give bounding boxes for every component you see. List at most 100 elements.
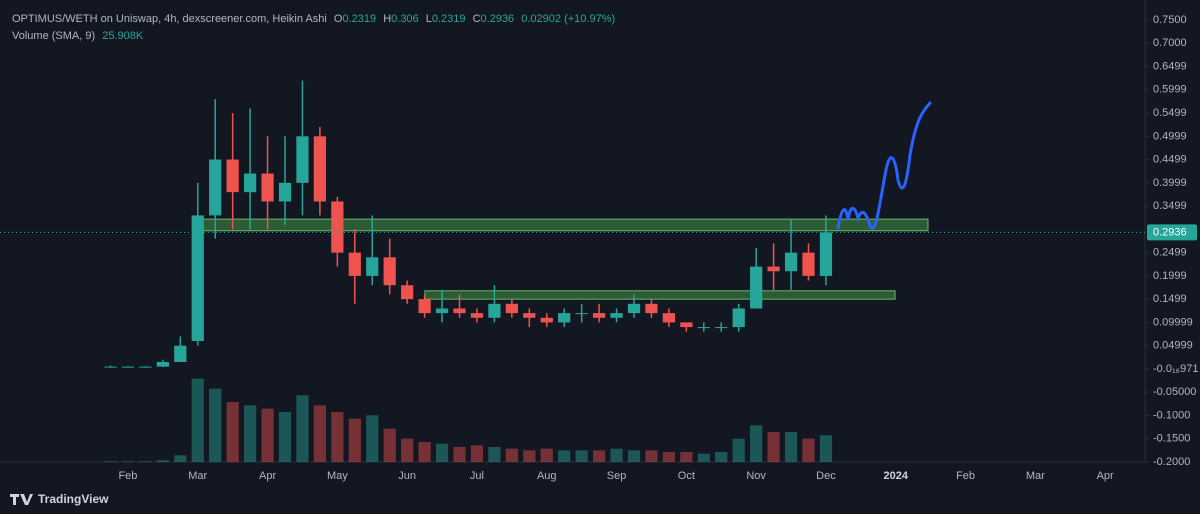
- plot-area: [0, 80, 1145, 462]
- x-tick-label: Dec: [816, 470, 836, 482]
- y-tick-label: 0.5499: [1153, 107, 1187, 119]
- candle-body: [383, 257, 396, 286]
- candle-body: [121, 366, 135, 368]
- volume-sma: 25.908K: [102, 30, 144, 42]
- volume-bar: [819, 435, 833, 462]
- y-tick-label: 0.3499: [1153, 200, 1187, 212]
- y-tick-label: 0.4499: [1153, 154, 1187, 166]
- x-tick-label: May: [327, 470, 348, 482]
- ohlc-change: 0.02902 (+10.97%): [521, 13, 615, 25]
- x-tick-label: Apr: [1097, 470, 1114, 482]
- ohlc-value: 0.2319: [432, 13, 466, 25]
- volume-bar: [488, 447, 501, 462]
- candle-body: [697, 327, 710, 329]
- volume-bar: [191, 378, 204, 462]
- candle-body: [662, 313, 676, 323]
- y-tick-label: 0.7500: [1153, 14, 1187, 26]
- candle-body: [592, 313, 606, 318]
- candle-body: [784, 252, 798, 272]
- candle-body: [680, 322, 693, 328]
- x-tick-label: Mar: [1026, 470, 1045, 482]
- candle-body: [645, 303, 658, 314]
- ohlc-label: C: [473, 13, 481, 25]
- volume-bar: [627, 450, 641, 462]
- candle-body: [715, 327, 728, 329]
- candle-body: [505, 303, 518, 314]
- candle-body: [470, 313, 484, 318]
- x-tick-label: Jul: [470, 470, 484, 482]
- drawn-projection: [836, 101, 932, 230]
- volume-bar: [697, 453, 710, 462]
- volume-bar: [558, 450, 571, 462]
- x-tick-label: Feb: [118, 470, 137, 482]
- candle-body: [802, 252, 815, 276]
- volume-bar: [121, 461, 135, 462]
- candle-body: [627, 303, 641, 314]
- volume-bar: [680, 452, 693, 462]
- candle-body: [226, 159, 239, 193]
- volume-bar: [505, 448, 518, 462]
- candle-body: [296, 136, 309, 183]
- volume-bar: [435, 443, 449, 462]
- candle-body: [331, 201, 344, 253]
- header-title: OPTIMUS/WETH on Uniswap, 4h, dexscreener…: [12, 13, 327, 25]
- candle-body: [243, 173, 257, 193]
- x-tick-label: Apr: [259, 470, 276, 482]
- candle-body: [523, 313, 536, 318]
- y-tick-label: 0.4999: [1153, 130, 1187, 142]
- sr-zone: [199, 218, 929, 232]
- ohlc-value: 0.306: [391, 13, 419, 25]
- volume-bar: [261, 408, 274, 462]
- y-tick-label: 0.6499: [1153, 60, 1187, 72]
- candle-body: [488, 303, 501, 318]
- candle-body: [261, 173, 274, 202]
- y-tick-label: 0.2499: [1153, 247, 1187, 259]
- volume-header: Volume (SMA, 9) 25.908K: [12, 30, 144, 42]
- volume-bar: [732, 438, 745, 462]
- candle-body: [558, 313, 571, 323]
- candle-body: [313, 136, 327, 202]
- volume-bar: [243, 405, 257, 462]
- candle-body: [401, 285, 414, 300]
- volume-bar: [348, 418, 361, 462]
- candle-body: [366, 257, 379, 276]
- y-tick-label: 0.1499: [1153, 293, 1187, 305]
- volume-bar: [662, 452, 676, 462]
- volume-bar: [645, 450, 658, 462]
- candle-body: [435, 308, 449, 314]
- brand-icon: [10, 494, 33, 505]
- volume-bar: [610, 448, 623, 462]
- volume-bar: [383, 428, 396, 462]
- candle-body: [174, 345, 187, 362]
- candle-body: [139, 366, 152, 368]
- last-price-box: [1147, 224, 1197, 241]
- volume-title: Volume (SMA, 9): [12, 30, 95, 42]
- volume-bar: [470, 445, 484, 462]
- volume-bar: [174, 455, 187, 462]
- volume-bar: [453, 447, 466, 462]
- y-tick-label: 0.04999: [1153, 340, 1193, 352]
- ohlc-label: L: [426, 13, 432, 25]
- candle-body: [819, 232, 833, 276]
- volume-bar: [366, 415, 379, 462]
- y-tick-label: -0.1000: [1153, 409, 1190, 421]
- brand-name: TradingView: [38, 492, 109, 506]
- volume-bar: [278, 412, 292, 462]
- candle-body: [767, 266, 780, 272]
- y-tick-label: 0.7000: [1153, 37, 1187, 49]
- volume-bar: [767, 432, 780, 462]
- volume-bar: [104, 461, 117, 462]
- y-tick-label: 0.5999: [1153, 84, 1187, 96]
- x-tick-label: Aug: [537, 470, 557, 482]
- ohlc-value: 0.2936: [481, 13, 515, 25]
- y-tick-label: 0.1999: [1153, 270, 1187, 282]
- ohlc-label: O: [334, 13, 343, 25]
- y-tick-label: 0.09999: [1153, 316, 1193, 328]
- candle-body: [156, 361, 169, 367]
- x-tick-label: Nov: [746, 470, 766, 482]
- volume-bar: [401, 438, 414, 462]
- y-tick-label: -0.0₁₆971: [1153, 363, 1198, 375]
- candle-body: [610, 313, 623, 318]
